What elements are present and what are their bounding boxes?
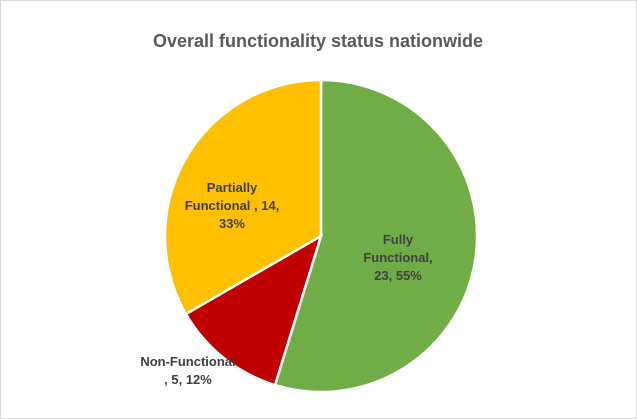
pie-slice <box>273 78 479 394</box>
data-label: Fully Functional, 23, 55% <box>363 232 433 283</box>
data-label: Partially Functional , 14, 33% <box>184 180 280 231</box>
pie-slice <box>184 233 324 387</box>
chart-title: Overall functionality status nationwide <box>153 31 483 51</box>
data-label: Non-Functional , 5, 12% <box>140 354 236 387</box>
pie-slice <box>163 78 323 316</box>
